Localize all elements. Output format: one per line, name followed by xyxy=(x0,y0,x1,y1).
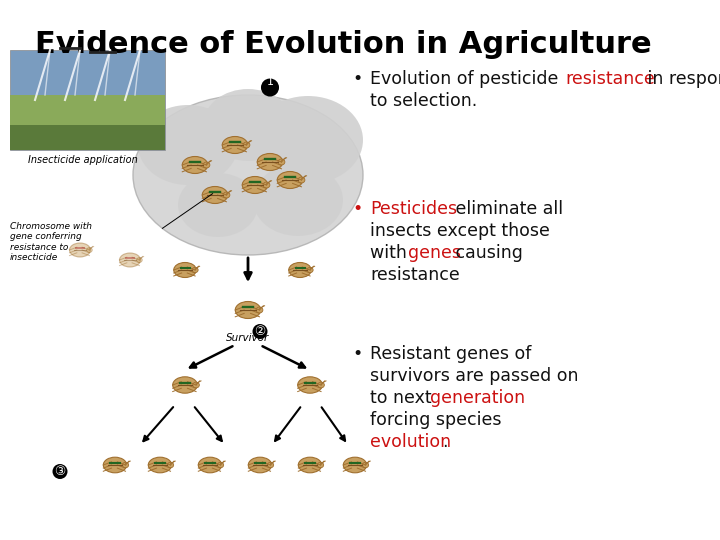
Ellipse shape xyxy=(298,457,322,473)
Text: forcing species: forcing species xyxy=(370,411,502,429)
Text: Insecticide application: Insecticide application xyxy=(28,155,138,165)
Text: insects except those: insects except those xyxy=(370,222,550,240)
Ellipse shape xyxy=(198,457,222,473)
Text: Pesticides: Pesticides xyxy=(370,200,457,218)
Text: .: . xyxy=(442,433,448,451)
Bar xyxy=(10,50,165,150)
Ellipse shape xyxy=(203,89,293,161)
Ellipse shape xyxy=(278,159,285,165)
Ellipse shape xyxy=(289,262,311,278)
Ellipse shape xyxy=(257,153,283,171)
Ellipse shape xyxy=(263,182,270,188)
Ellipse shape xyxy=(223,192,230,198)
Ellipse shape xyxy=(253,96,363,184)
Text: ③: ③ xyxy=(55,465,66,478)
Ellipse shape xyxy=(343,457,366,473)
Text: to next: to next xyxy=(370,389,437,407)
Ellipse shape xyxy=(168,462,174,468)
Ellipse shape xyxy=(318,462,324,468)
Ellipse shape xyxy=(248,457,271,473)
Text: survivors are passed on: survivors are passed on xyxy=(370,367,578,385)
Text: •: • xyxy=(352,70,362,88)
Text: Evolution of pesticide: Evolution of pesticide xyxy=(370,70,564,88)
Text: evolution: evolution xyxy=(370,433,451,451)
Text: •: • xyxy=(352,200,362,218)
Text: 1: 1 xyxy=(266,77,274,87)
Ellipse shape xyxy=(148,457,171,473)
Text: eliminate all: eliminate all xyxy=(450,200,563,218)
Bar xyxy=(10,95,165,150)
Ellipse shape xyxy=(193,382,199,388)
Text: ②: ② xyxy=(254,325,266,338)
Ellipse shape xyxy=(103,457,127,473)
Ellipse shape xyxy=(178,173,258,237)
Text: in response: in response xyxy=(642,70,720,88)
Text: with: with xyxy=(370,244,413,262)
Ellipse shape xyxy=(86,247,92,253)
Ellipse shape xyxy=(267,462,274,468)
Ellipse shape xyxy=(70,243,91,257)
Ellipse shape xyxy=(192,267,198,273)
Ellipse shape xyxy=(182,157,208,173)
Ellipse shape xyxy=(217,462,224,468)
Text: Survivor: Survivor xyxy=(226,333,269,343)
Text: ①: ① xyxy=(264,80,276,95)
Text: Evidence of Evolution in Agriculture: Evidence of Evolution in Agriculture xyxy=(35,30,652,59)
Ellipse shape xyxy=(202,186,228,204)
Text: •: • xyxy=(352,345,362,363)
Text: genes: genes xyxy=(408,244,461,262)
Text: Resistant genes of: Resistant genes of xyxy=(370,345,531,363)
Ellipse shape xyxy=(243,142,250,148)
Ellipse shape xyxy=(173,377,197,393)
Text: generation: generation xyxy=(430,389,525,407)
Ellipse shape xyxy=(137,258,143,262)
Ellipse shape xyxy=(307,267,313,273)
Ellipse shape xyxy=(235,301,261,319)
Ellipse shape xyxy=(120,253,140,267)
Ellipse shape xyxy=(122,462,129,468)
Ellipse shape xyxy=(174,262,197,278)
Ellipse shape xyxy=(362,462,369,468)
Ellipse shape xyxy=(222,137,248,153)
Ellipse shape xyxy=(133,95,363,255)
Ellipse shape xyxy=(242,177,268,193)
Ellipse shape xyxy=(256,307,263,313)
Ellipse shape xyxy=(297,377,323,393)
Ellipse shape xyxy=(203,162,210,168)
Bar xyxy=(10,95,165,125)
Ellipse shape xyxy=(277,172,302,188)
Text: resistance: resistance xyxy=(565,70,654,88)
Ellipse shape xyxy=(253,164,343,236)
Text: to selection.: to selection. xyxy=(370,92,477,110)
Text: causing: causing xyxy=(450,244,523,262)
Text: resistance: resistance xyxy=(370,266,460,284)
Ellipse shape xyxy=(138,105,238,185)
Ellipse shape xyxy=(298,177,305,183)
Text: Chromosome with
gene conferring
resistance to
insecticide: Chromosome with gene conferring resistan… xyxy=(10,222,92,262)
Ellipse shape xyxy=(318,382,324,388)
